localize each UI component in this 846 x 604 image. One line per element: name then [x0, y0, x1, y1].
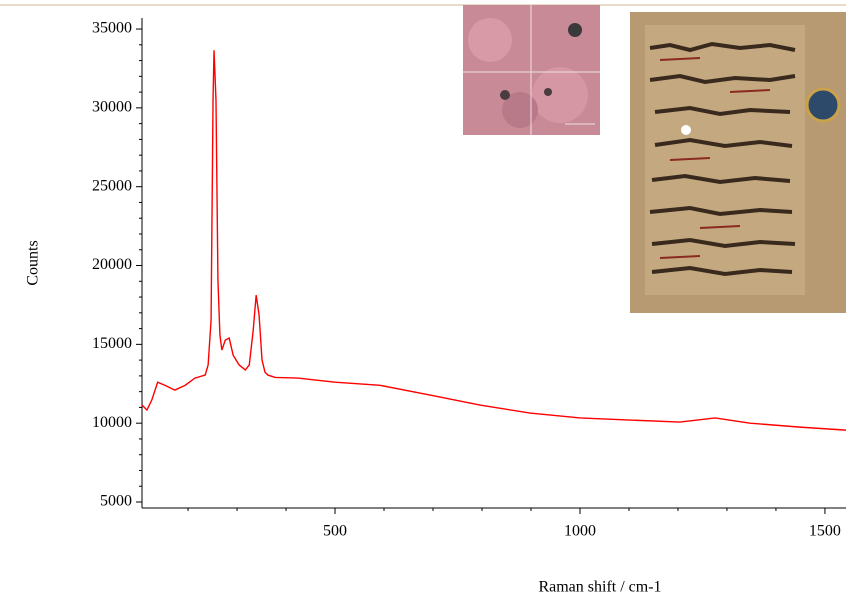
y-tick-label: 20000 [92, 256, 132, 273]
y-axis-label: Counts [25, 240, 42, 285]
y-tick-label: 10000 [92, 414, 132, 431]
y-tick-label: 30000 [92, 99, 132, 116]
spectrum-line [141, 50, 846, 431]
x-tick-label: 1500 [809, 523, 841, 540]
y-tick-label: 5000 [100, 493, 132, 510]
x-tick-label: 500 [323, 523, 347, 540]
x-tick-label: 1000 [564, 523, 596, 540]
y-tick-label: 15000 [92, 335, 132, 352]
manuscript-image [630, 12, 846, 313]
y-tick-label: 35000 [92, 20, 132, 37]
microscope-image [463, 5, 600, 135]
x-axis-label: Raman shift / cm-1 [538, 579, 661, 596]
y-tick-label: 25000 [92, 177, 132, 194]
